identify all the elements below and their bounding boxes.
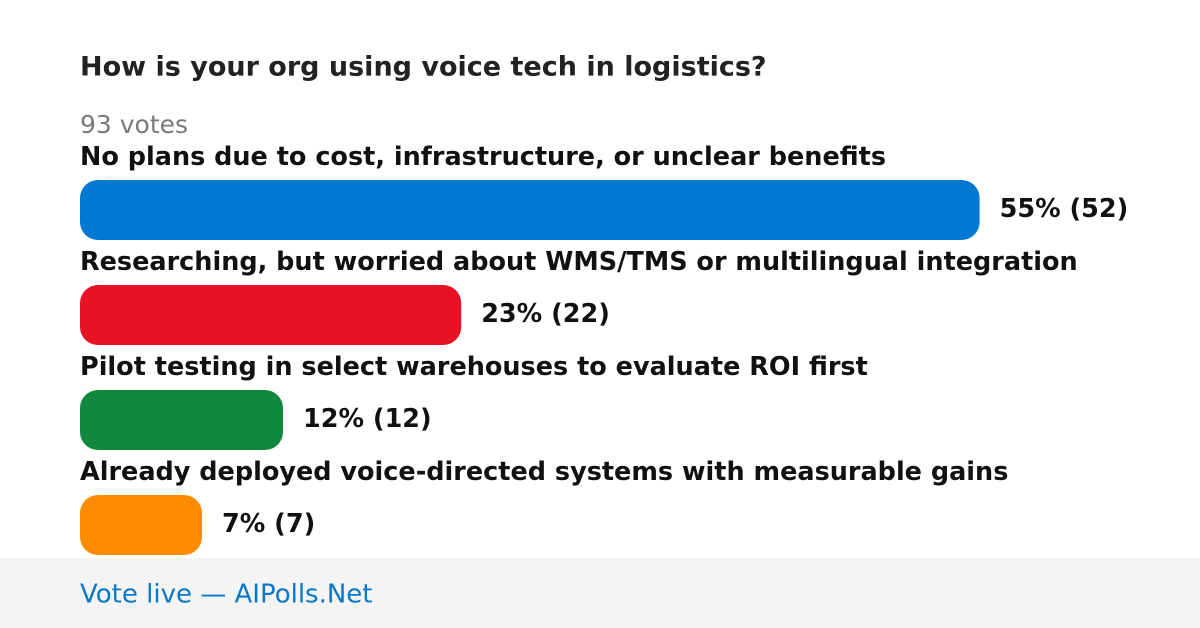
poll-title: How is your org using voice tech in logi…: [80, 52, 767, 83]
bar: [80, 180, 980, 240]
option-label: No plans due to cost, infrastructure, or…: [80, 142, 886, 172]
bar: [80, 390, 283, 450]
value-label: 23% (22): [481, 299, 610, 329]
footer-bar: [0, 558, 1200, 628]
option-label: Already deployed voice-directed systems …: [80, 457, 1008, 487]
bar: [80, 285, 462, 345]
option-label: Researching, but worried about WMS/TMS o…: [80, 247, 1078, 277]
option-label: Pilot testing in select warehouses to ev…: [80, 352, 868, 382]
footer-link[interactable]: Vote live — AIPolls.Net: [80, 580, 373, 610]
value-label: 55% (52): [1000, 194, 1129, 224]
value-label: 7% (7): [222, 509, 315, 539]
value-label: 12% (12): [303, 404, 432, 434]
vote-count: 93 votes: [80, 110, 188, 139]
bar: [80, 495, 202, 555]
